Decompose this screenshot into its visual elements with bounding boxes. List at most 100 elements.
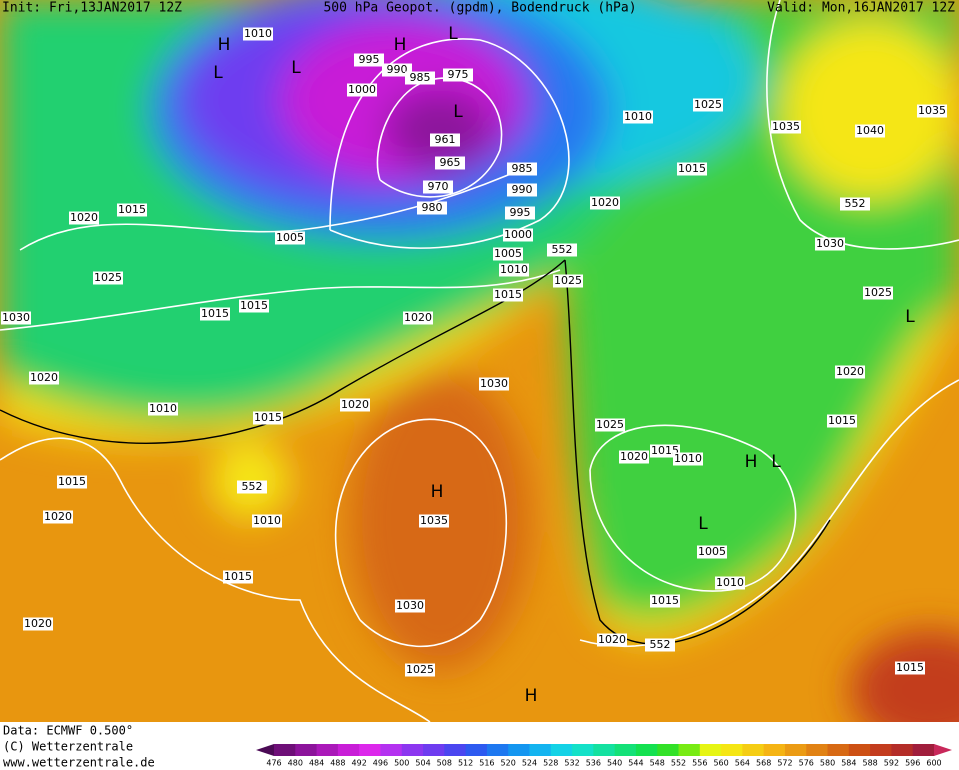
isobar-label: 1015 [117, 203, 147, 217]
data-source: Data: ECMWF 0.500° [3, 724, 133, 738]
label-box [650, 594, 680, 608]
isobar-label: 1005 [493, 247, 523, 261]
label-box [417, 201, 447, 215]
label-box [650, 444, 680, 458]
label-box [623, 110, 653, 124]
isobar-value: 1020 [44, 510, 72, 523]
isobar-value: 1025 [596, 418, 624, 431]
colorbar-swatch [806, 744, 829, 756]
colorbar-label: 576 [799, 759, 814, 768]
label-box [223, 570, 253, 584]
isobar-value: 1030 [816, 237, 844, 250]
colorbar-label: 536 [586, 759, 601, 768]
isobar-value: 1005 [698, 545, 726, 558]
colorbar-swatch [508, 744, 530, 756]
label-box [382, 63, 412, 77]
isobar-value: 1035 [772, 120, 800, 133]
isobar-value: 1000 [504, 228, 532, 241]
isobar-label: 1010 [673, 452, 703, 466]
isobar-label: 1020 [69, 211, 99, 225]
isobar-value: 1025 [864, 286, 892, 299]
label-box [43, 510, 73, 524]
isobar-value: 552 [552, 243, 573, 256]
label-box [1, 311, 31, 325]
isobar-label: 1010 [623, 110, 653, 124]
label-box [435, 156, 465, 170]
colorbar-label: 512 [458, 759, 473, 768]
colorbar-label: 584 [841, 759, 856, 768]
colorbar-swatch [337, 744, 360, 756]
isobar-label: 1020 [340, 398, 370, 412]
isobar-label: 1015 [827, 414, 857, 428]
label-box [340, 398, 370, 412]
isobar-value: 1010 [674, 452, 702, 465]
label-box [403, 311, 433, 325]
isobar-value: 1035 [918, 104, 946, 117]
colorbar-swatch [486, 744, 509, 756]
pressure-center: H [525, 686, 538, 706]
isobar-value: 970 [428, 180, 449, 193]
isobar-label: 1035 [917, 104, 947, 118]
label-box [503, 228, 533, 242]
label-box [771, 120, 801, 134]
isobar-label: 1015 [223, 570, 253, 584]
colorbar-label: 552 [671, 759, 686, 768]
isobar-label: 1030 [815, 237, 845, 251]
colorbar-label: 592 [884, 759, 899, 768]
isobar-label: 1015 [200, 307, 230, 321]
label-box [117, 203, 147, 217]
pressure-center: L [453, 102, 463, 122]
label-box [547, 243, 577, 257]
colorbar-label: 496 [373, 759, 388, 768]
pressure-center: L [771, 452, 781, 472]
isobar-value: 990 [512, 183, 533, 196]
label-box [693, 98, 723, 112]
isobar-label: 1025 [93, 271, 123, 285]
isobar-value: 1015 [201, 307, 229, 320]
isobar-value: 1020 [341, 398, 369, 411]
isobar-value: 985 [512, 162, 533, 175]
label-box [237, 480, 267, 494]
label-box [423, 180, 453, 194]
label-box [347, 83, 377, 97]
label-box [677, 162, 707, 176]
isobar-value: 552 [242, 480, 263, 493]
colorbar-label: 572 [777, 759, 792, 768]
isobar-label: 1030 [479, 377, 509, 391]
isobar-value: 1020 [591, 196, 619, 209]
copyright: (C) Wetterzentrale [3, 740, 133, 754]
pressure-center: L [291, 58, 301, 78]
label-box [252, 514, 282, 528]
pressure-center: H [218, 35, 231, 55]
label-box [405, 663, 435, 677]
isobar-value: 1015 [224, 570, 252, 583]
isobar-label: 1020 [23, 617, 53, 631]
colorbar-swatch [359, 744, 381, 756]
colorbar-label: 488 [330, 759, 345, 768]
isobar-value: 965 [440, 156, 461, 169]
colorbar-swatch [827, 744, 850, 756]
isobar-label: 1025 [595, 418, 625, 432]
isobar-value: 1015 [896, 661, 924, 674]
colorbar-label: 480 [288, 759, 303, 768]
colorbar-label: 560 [713, 759, 728, 768]
isobar-label: 985 [405, 71, 435, 85]
colorbar-swatch [848, 744, 871, 756]
isobar-label: 1010 [715, 576, 745, 590]
label-box [835, 365, 865, 379]
colorbar-label: 528 [543, 759, 558, 768]
colorbar: 476 480 484 488 492 496 500 504 508 512 516 520 524 5… [256, 744, 952, 768]
label-box [863, 286, 893, 300]
isobar-value: 1020 [30, 371, 58, 384]
pressure-center: L [698, 514, 708, 534]
colorbar-swatch [274, 744, 296, 756]
isobar-value: 1015 [118, 203, 146, 216]
colorbar-swatch [593, 744, 616, 756]
isobar-label: 1025 [693, 98, 723, 112]
colorbar-label: 520 [501, 759, 516, 768]
colorbar-swatch [444, 744, 467, 756]
isobar-value: 1015 [254, 411, 282, 424]
isobar-value: 1015 [828, 414, 856, 427]
label-box [443, 68, 473, 82]
colorbar-label: 588 [862, 759, 877, 768]
